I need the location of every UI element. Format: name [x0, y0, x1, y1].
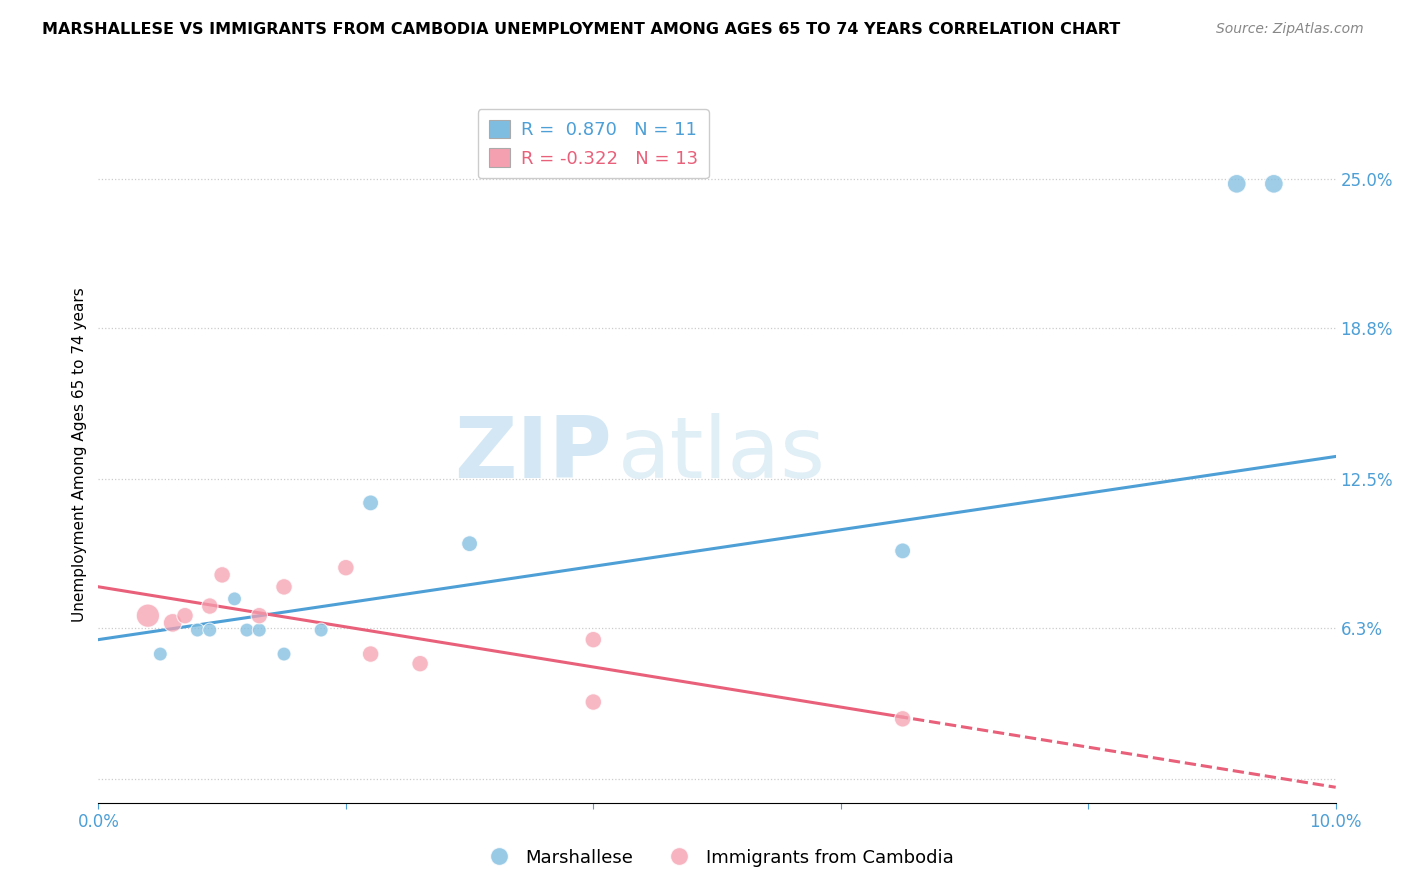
Point — [162, 615, 184, 630]
Point — [149, 647, 172, 661]
Point — [360, 496, 382, 510]
Point — [224, 591, 246, 606]
Point — [247, 608, 270, 623]
Point — [174, 608, 197, 623]
Point — [198, 599, 221, 613]
Text: MARSHALLESE VS IMMIGRANTS FROM CAMBODIA UNEMPLOYMENT AMONG AGES 65 TO 74 YEARS C: MARSHALLESE VS IMMIGRANTS FROM CAMBODIA … — [42, 22, 1121, 37]
Point — [1263, 177, 1285, 191]
Point — [360, 647, 382, 661]
Legend: Marshallese, Immigrants from Cambodia: Marshallese, Immigrants from Cambodia — [474, 841, 960, 874]
Point — [309, 623, 332, 637]
Point — [186, 623, 208, 637]
Point — [891, 712, 914, 726]
Text: ZIP: ZIP — [454, 413, 612, 497]
Point — [211, 567, 233, 582]
Point — [236, 623, 259, 637]
Point — [247, 623, 270, 637]
Point — [335, 560, 357, 574]
Point — [198, 623, 221, 637]
Y-axis label: Unemployment Among Ages 65 to 74 years: Unemployment Among Ages 65 to 74 years — [72, 287, 87, 623]
Point — [273, 647, 295, 661]
Text: atlas: atlas — [619, 413, 827, 497]
Point — [136, 608, 159, 623]
Point — [1226, 177, 1249, 191]
Text: Source: ZipAtlas.com: Source: ZipAtlas.com — [1216, 22, 1364, 37]
Point — [273, 580, 295, 594]
Point — [891, 544, 914, 558]
Point — [458, 537, 481, 551]
Point — [582, 695, 605, 709]
Point — [582, 632, 605, 647]
Point — [409, 657, 432, 671]
